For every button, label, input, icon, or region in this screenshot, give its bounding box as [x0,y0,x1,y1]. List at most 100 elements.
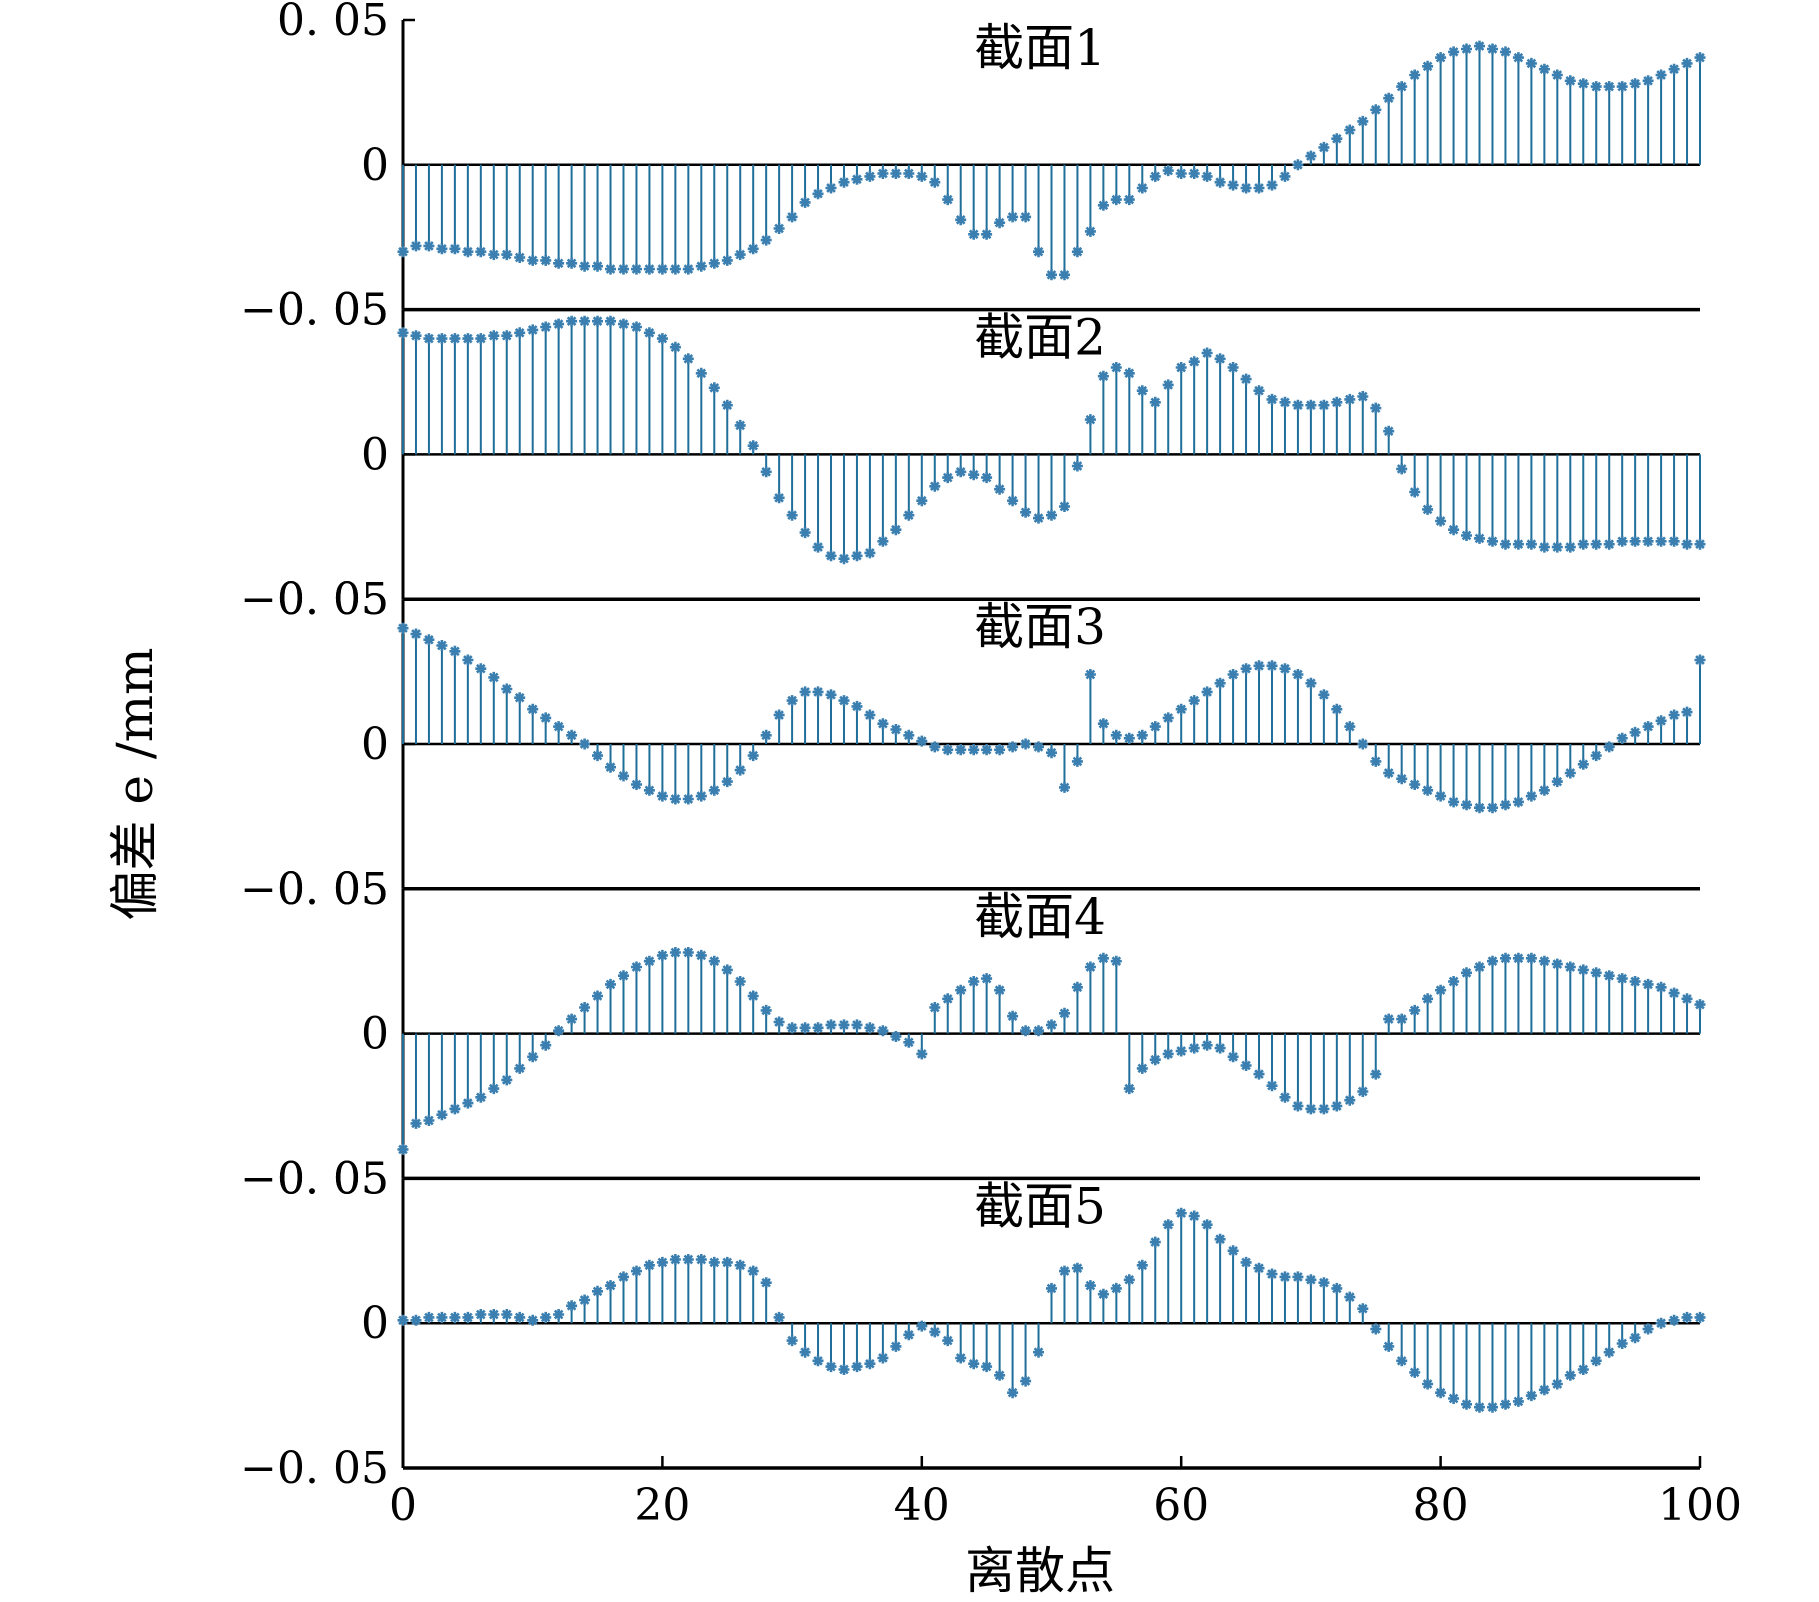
stem-marker [397,1143,409,1155]
stem-marker [890,1340,902,1352]
stem-marker [1305,150,1317,162]
stem-marker [1396,773,1408,785]
y-tick-label: −0. 05 [240,1443,389,1494]
stem-marker [1500,799,1511,811]
stem-marker [877,535,889,547]
stem-marker [553,1309,565,1320]
stem-marker [1266,1080,1278,1092]
stem-marker [514,1062,526,1074]
stem-marker [669,1254,681,1265]
stem-marker [527,1051,539,1063]
stem-marker [1344,1291,1356,1303]
stem-marker [1136,385,1148,397]
stem-marker [566,729,578,741]
stem-marker [1448,46,1460,58]
stem-marker [1668,709,1680,721]
stem-marker [527,324,539,336]
panel-title: 截面5 [974,1177,1106,1235]
stem-marker [1033,246,1044,258]
stem-marker [799,527,811,539]
stem-marker [786,1335,798,1347]
stem-marker [968,469,980,481]
stem-marker [1422,784,1434,796]
stem-marker [631,321,642,333]
stem-marker [812,188,824,200]
stem-marker [1487,802,1498,814]
stem-marker [1149,721,1161,733]
stem-marker [1448,796,1460,808]
stem-marker [1071,981,1083,993]
stem-marker [410,1314,422,1326]
stem-marker [1461,530,1472,541]
stem-marker [1357,115,1369,127]
stem-marker [1500,1398,1511,1410]
stem-marker [721,964,733,976]
stem-marker [488,671,500,683]
stem-marker [968,1358,980,1370]
stem-marker [1059,781,1070,793]
y-tick-label: 0. 05 [277,0,389,46]
stem-marker [1033,741,1044,753]
stem-marker [1461,799,1472,811]
stem-marker [1123,1083,1135,1095]
stem-marker [955,1352,967,1364]
stem-marker [1603,1346,1615,1358]
stem-marker [825,550,837,562]
stem-marker [1681,706,1693,718]
stem-marker [1448,976,1460,987]
stem-marker [916,495,928,507]
stem-marker [1487,1401,1498,1413]
stem-marker [1305,1274,1317,1286]
stem-marker [397,327,409,339]
stem-marker [1214,1042,1226,1054]
stem-marker [1422,993,1434,1005]
stem-marker [877,1352,889,1364]
stem-marker [592,1285,603,1297]
stem-marker [1214,353,1226,365]
stem-marker [1500,952,1511,964]
stem-marker [669,263,681,275]
stem-marker [1162,379,1174,391]
stem-marker [1590,750,1602,762]
stem-marker [981,472,993,484]
stem-marker [968,744,980,756]
stem-marker [1318,689,1330,701]
stem-marker [1097,718,1109,730]
stem-marker [1500,46,1511,58]
stem-marker [994,1369,1006,1381]
stem-marker [488,1309,500,1320]
stem-marker [760,1004,772,1016]
stem-marker [1188,1210,1200,1222]
stem-marker [1331,133,1343,145]
panel-2: 0. 05 0 −0. 05 截面2 [240,285,1706,625]
stem-marker [605,315,616,327]
stem-marker [1188,695,1200,707]
stem-marker [1525,790,1537,802]
stem-marker [942,194,954,206]
x-tick-label: 0 [389,1480,417,1531]
stem-marker [1370,104,1382,116]
stem-marker [1305,399,1317,411]
stem-marker [1357,1086,1369,1097]
stem-marker [1253,182,1265,194]
stem-marker [514,327,526,339]
stem-marker [1668,535,1680,547]
stem-marker [942,1335,954,1347]
stem-marker [475,663,487,675]
stem-marker [1071,1262,1083,1274]
stem-marker [501,330,513,342]
stem-marker [540,321,552,333]
stem-marker [1396,1355,1408,1367]
stem-marker [1344,721,1356,733]
x-axis-label: 离散点 [965,1542,1115,1600]
y-tick-label: 0. 05 [277,574,389,625]
stem-marker [682,947,694,958]
stem-marker [397,246,409,258]
stem-marker [708,1256,720,1268]
stem-marker [1474,1401,1485,1413]
stem-marker [1396,463,1408,475]
stem-marker [1266,1268,1278,1280]
stem-marker [1681,1311,1693,1323]
stem-marker [747,440,759,452]
stem-marker [1616,1338,1628,1349]
